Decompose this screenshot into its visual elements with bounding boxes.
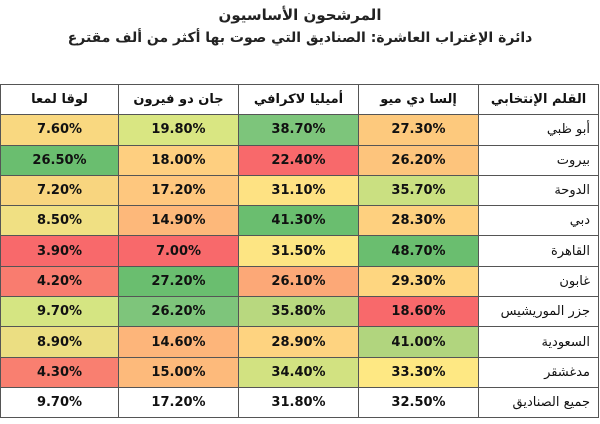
row-name: مدغشقر [478,356,599,388]
row-name: السعودية [478,326,599,358]
cell-value: 7.20% [0,174,119,207]
table-row: الدوحة 35.70% 31.10% 17.20% 7.20% [0,174,599,207]
cell-value: 18.60% [358,296,479,328]
table-row: أبو ظبي 27.30% 38.70% 19.80% 7.60% [0,114,599,146]
cell-value: 9.70% [0,296,119,328]
cell-value: 14.60% [118,326,239,358]
table-row: مدغشقر 33.30% 34.40% 15.00% 4.30% [0,356,599,388]
cell-value: 22.40% [238,144,359,176]
cell-value: 26.50% [0,144,119,176]
cell-value: 19.80% [118,114,239,146]
cell-value: 35.70% [358,174,479,207]
table-row: جزر الموريشيس 18.60% 35.80% 26.20% 9.70% [0,296,599,328]
cell-value: 17.20% [118,386,239,419]
cell-value: 8.90% [0,326,119,358]
cell-value: 26.10% [238,265,359,298]
cell-value: 28.30% [358,205,479,237]
table-body: أبو ظبي 27.30% 38.70% 19.80% 7.60% بيروت 26.20… [0,114,599,419]
page-title: المرشحون الأساسيون [218,6,382,24]
row-name: بيروت [478,144,599,176]
cell-value: 31.50% [238,235,359,267]
cell-value: 35.80% [238,296,359,328]
header-polling-station: القلم الإنتخابي [478,83,599,116]
cell-value: 29.30% [358,265,479,298]
cell-value: 28.90% [238,326,359,358]
cell-value: 14.90% [118,205,239,237]
cell-value: 38.70% [238,114,359,146]
table-header-row: القلم الإنتخابي إلسا دي ميو أميليا لاكرا… [0,83,599,116]
cell-value: 17.20% [118,174,239,207]
cell-value: 41.30% [238,205,359,237]
cell-value: 4.30% [0,356,119,388]
row-name: الدوحة [478,174,599,207]
cell-value: 32.50% [358,386,479,419]
cell-value: 26.20% [118,296,239,328]
cell-value: 3.90% [0,235,119,267]
cell-value: 7.00% [118,235,239,267]
table-row: دبي 28.30% 41.30% 14.90% 8.50% [0,205,599,237]
results-table: القلم الإنتخابي إلسا دي ميو أميليا لاكرا… [0,83,599,419]
page-subtitle: دائرة الإغتراب العاشرة: الصناديق التي صو… [67,30,533,46]
table-row-total: جميع الصناديق 32.50% 31.80% 17.20% 9.70% [0,386,599,419]
table-row: غابون 29.30% 26.10% 27.20% 4.20% [0,265,599,298]
row-name: جميع الصناديق [478,386,599,419]
table-row: السعودية 41.00% 28.90% 14.60% 8.90% [0,326,599,358]
cell-value: 8.50% [0,205,119,237]
header-candidate-4: لوقا لمعا [0,83,119,116]
table-row: بيروت 26.20% 22.40% 18.00% 26.50% [0,144,599,176]
header-candidate-1: إلسا دي ميو [358,83,479,116]
header-candidate-3: جان دو فيرون [118,83,239,116]
row-name: القاهرة [478,235,599,267]
cell-value: 18.00% [118,144,239,176]
cell-value: 4.20% [0,265,119,298]
row-name: غابون [478,265,599,298]
cell-value: 31.80% [238,386,359,419]
cell-value: 31.10% [238,174,359,207]
cell-value: 48.70% [358,235,479,267]
row-name: دبي [478,205,599,237]
cell-value: 41.00% [358,326,479,358]
cell-value: 7.60% [0,114,119,146]
cell-value: 34.40% [238,356,359,388]
cell-value: 27.30% [358,114,479,146]
cell-value: 27.20% [118,265,239,298]
row-name: جزر الموريشيس [478,296,599,328]
table-row: القاهرة 48.70% 31.50% 7.00% 3.90% [0,235,599,267]
cell-value: 15.00% [118,356,239,388]
cell-value: 9.70% [0,386,119,419]
cell-value: 33.30% [358,356,479,388]
header-candidate-2: أميليا لاكرافي [238,83,359,116]
row-name: أبو ظبي [478,114,599,146]
cell-value: 26.20% [358,144,479,176]
